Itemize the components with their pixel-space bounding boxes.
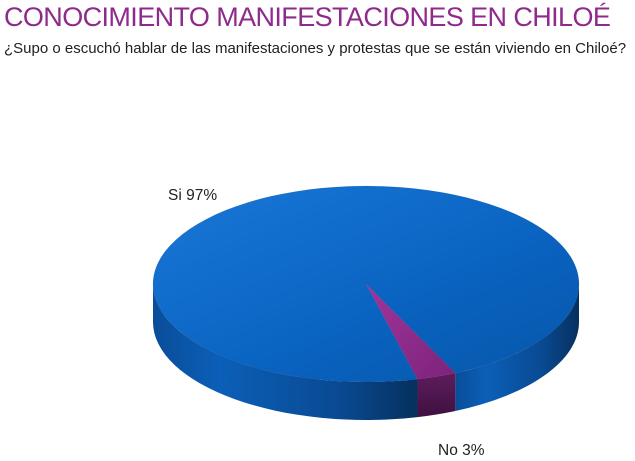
slice-label-si: Si 97%	[168, 187, 217, 204]
slice-side-no	[417, 372, 456, 418]
slice-label-no: No 3%	[438, 442, 485, 459]
survey-question: ¿Supo o escuchó hablar de las manifestac…	[4, 40, 627, 57]
slice-si	[152, 185, 580, 383]
slice-no	[365, 283, 456, 380]
page-title: CONOCIMIENTO MANIFESTACIONES EN CHILOÉ	[4, 2, 611, 32]
slice-side-si	[153, 284, 418, 420]
slice-side-si	[455, 284, 579, 411]
